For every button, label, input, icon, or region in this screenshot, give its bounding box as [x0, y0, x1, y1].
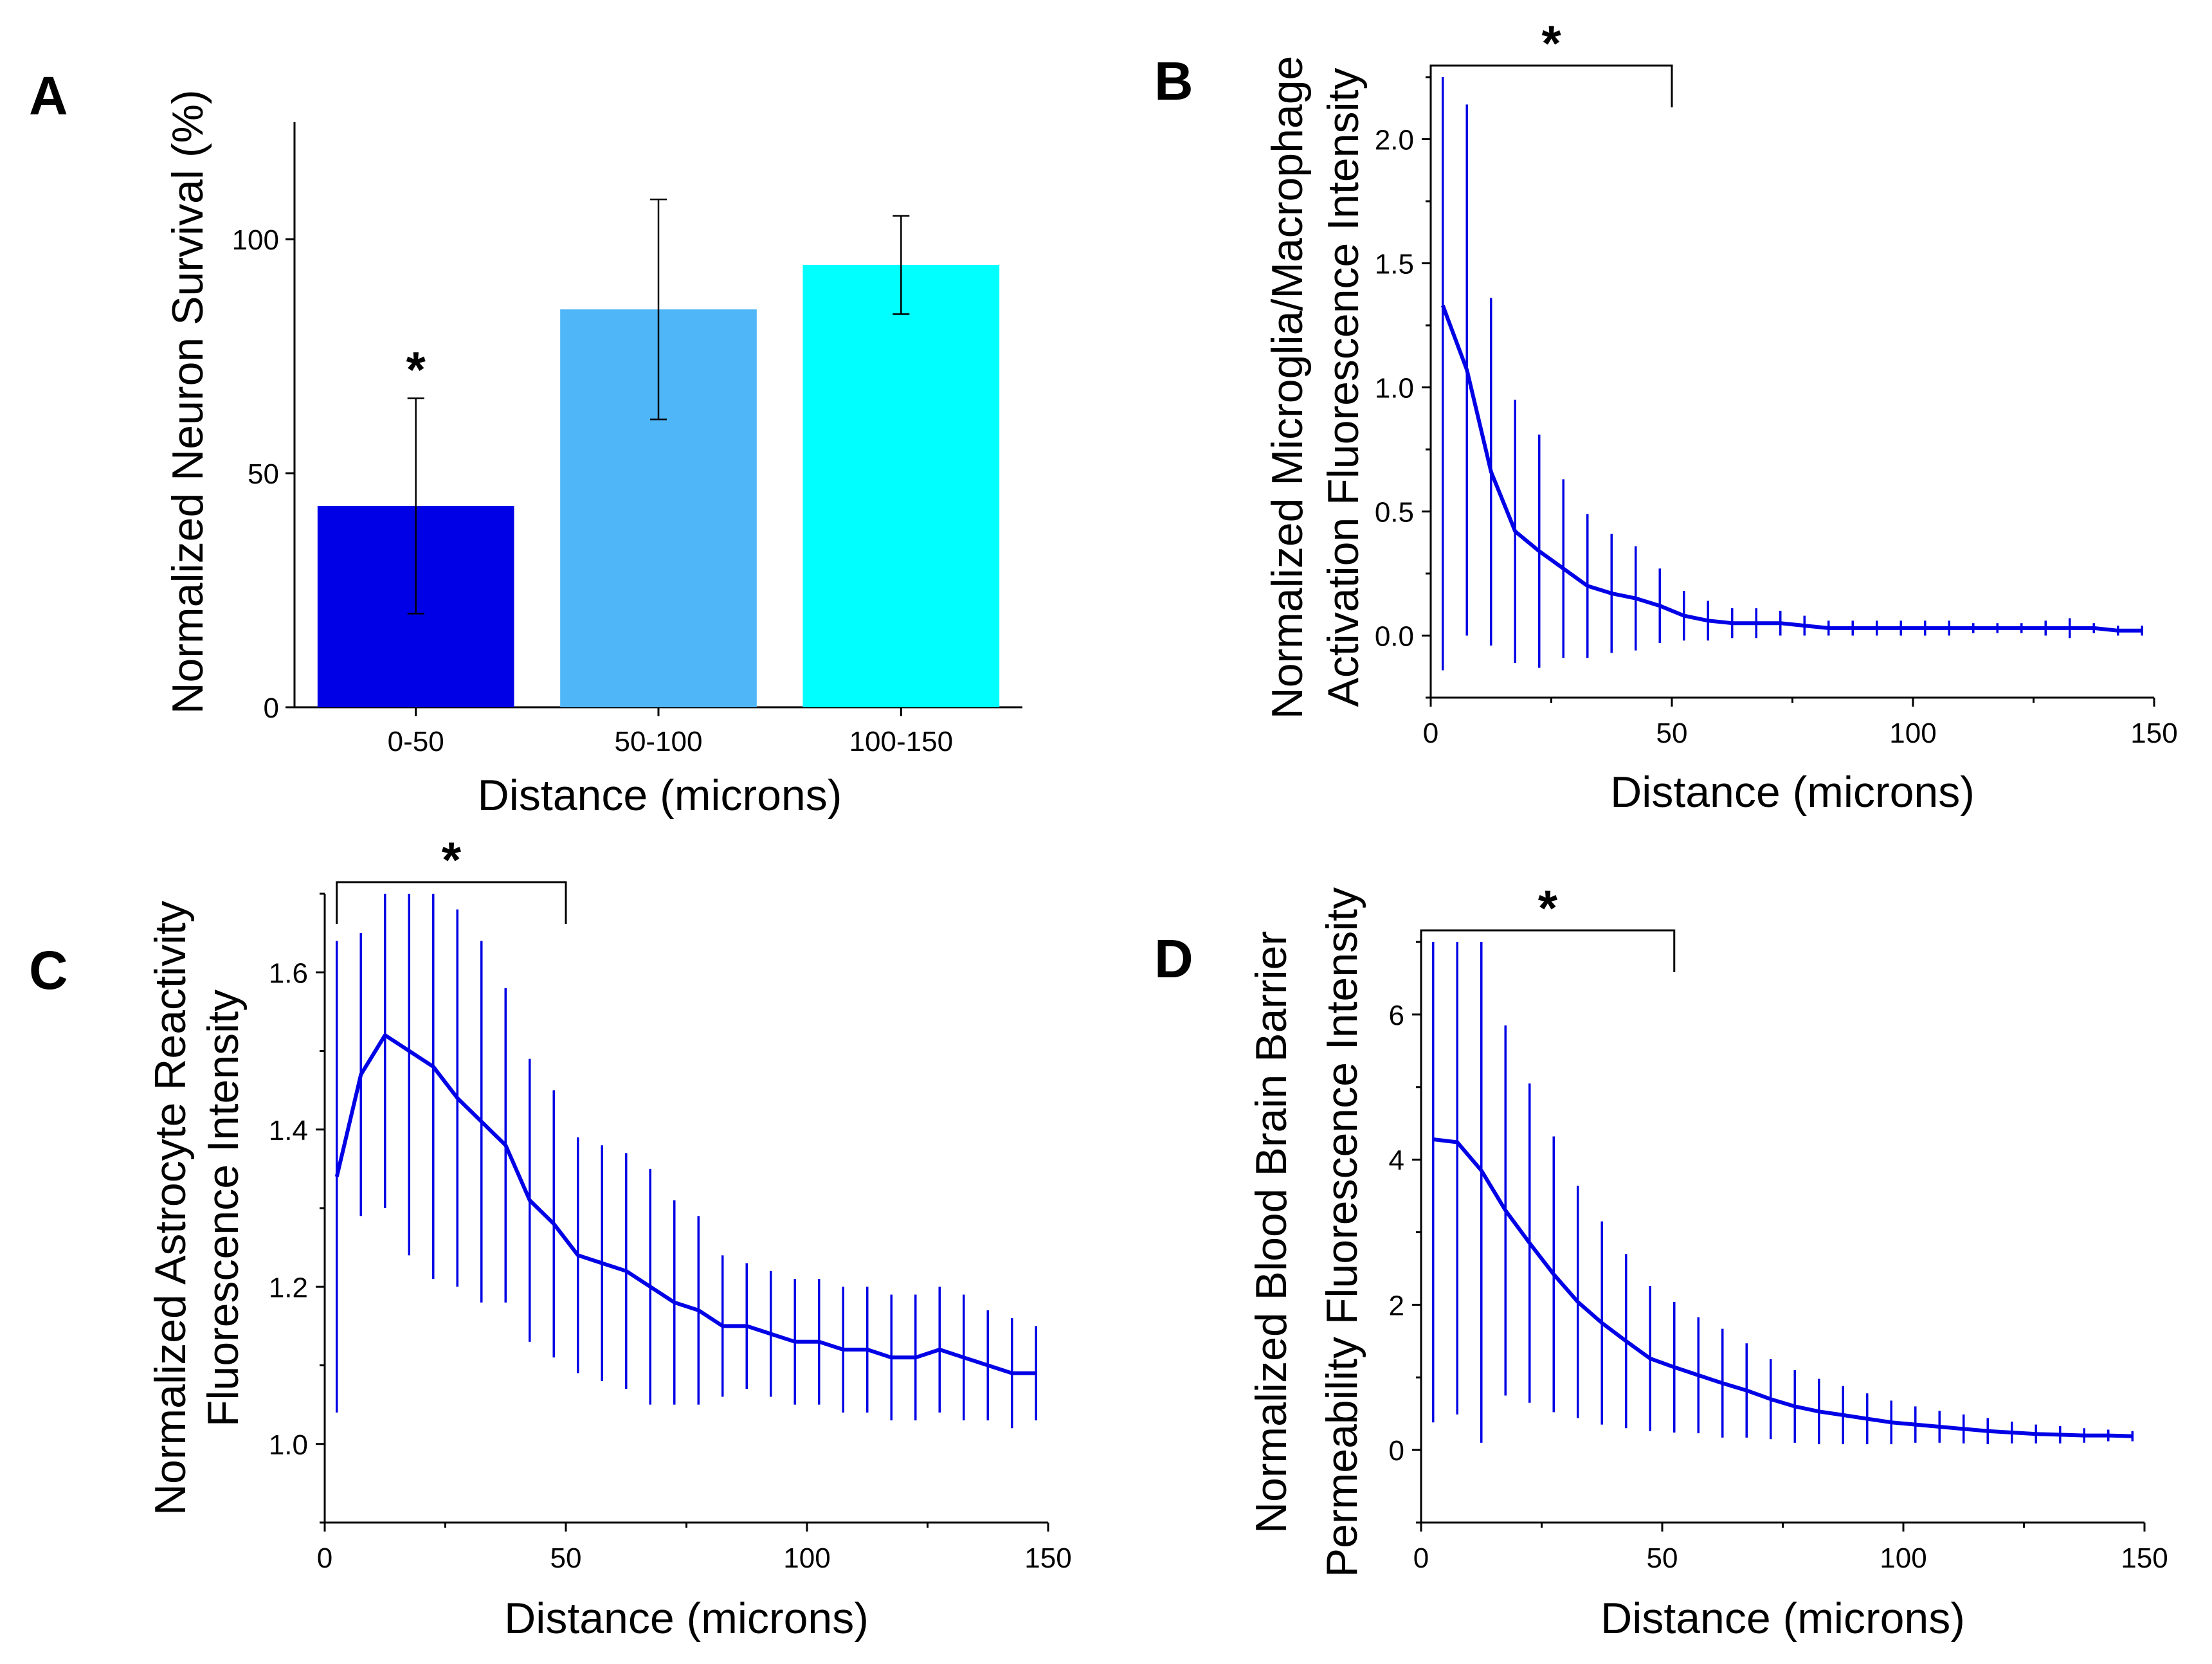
x-tick-label: 50: [550, 1542, 582, 1574]
y-axis-label-line2: Fluorescence Intensity: [199, 990, 248, 1427]
x-tick-label: 150: [1024, 1542, 1071, 1574]
data-series-line: [1433, 1137, 2133, 1438]
x-tick-label: 50-100: [614, 726, 702, 757]
x-tick-label: 0: [1413, 1542, 1429, 1574]
panel-d-line-chart: 0 2 4 6 0 50 100 150 * Distance (microns) Normaliz…: [1247, 880, 2168, 1643]
bar: [802, 265, 1000, 707]
x-axis-label: Distance (microns): [504, 1594, 869, 1643]
y-axis-label-line1: Normalized Blood Brain Barrier: [1247, 931, 1296, 1533]
x-tick-label: 50: [1656, 718, 1688, 749]
y-tick-label: 1.6: [269, 957, 308, 989]
panel-letter-b: B: [1154, 51, 1193, 111]
y-tick-label: 4: [1389, 1145, 1404, 1177]
significance-star: *: [442, 831, 462, 888]
y-tick-label: 6: [1389, 1000, 1404, 1031]
data-series-line: [334, 1033, 1037, 1375]
y-tick-label: 0: [264, 692, 279, 724]
data-series-line: [1440, 305, 2143, 633]
y-tick-label: 50: [248, 458, 279, 490]
y-axis-label: Normalized Neuron Survival (%): [163, 89, 212, 714]
x-tick-label: 100: [783, 1542, 830, 1574]
y-tick-label: 100: [232, 224, 279, 256]
y-axis-label-line2: Activation Fluorescence Intensity: [1319, 68, 1368, 707]
y-axis-label-line2: Permeability Fluorescence Intensity: [1318, 887, 1366, 1577]
y-tick-label: 1.2: [269, 1272, 308, 1303]
x-axis-label: Distance (microns): [478, 771, 842, 820]
x-tick-label: 100-150: [849, 726, 953, 757]
y-tick-label: 2.0: [1375, 125, 1414, 156]
significance-bracket: [1429, 64, 1673, 107]
x-tick-label: 100: [1889, 718, 1936, 749]
y-tick-label: 1.0: [1375, 373, 1414, 404]
y-axis-label-line1: Normalized Microglia/Macrophage: [1263, 56, 1312, 719]
panel-b-line-chart: 0.0 0.5 1.0 1.5 2.0 0 50 100 150 * Distance (micro…: [1263, 15, 2178, 817]
y-tick-label: 0.5: [1375, 497, 1414, 529]
significance-star: *: [1538, 880, 1558, 936]
y-tick-label: 1.0: [269, 1429, 308, 1461]
x-tick-label: 0: [1423, 718, 1438, 749]
y-tick-label: 1.4: [269, 1115, 308, 1146]
x-tick-label: 150: [2130, 718, 2177, 749]
significance-bracket: [336, 881, 567, 924]
y-tick-label: 2: [1389, 1290, 1404, 1321]
y-tick-label: 0.0: [1375, 621, 1414, 653]
x-axis-label: Distance (microns): [1600, 1594, 1965, 1643]
panel-letter-d: D: [1154, 928, 1193, 989]
x-tick-label: 100: [1880, 1542, 1926, 1574]
y-tick-label: 0: [1389, 1435, 1404, 1467]
y-axis-label-line1: Normalized Astrocyte Reactivity: [146, 901, 195, 1515]
x-tick-label: 0: [317, 1542, 332, 1574]
x-tick-label: 150: [2121, 1542, 2168, 1574]
x-axis-label: Distance (microns): [1610, 768, 1975, 817]
panel-letter-a: A: [29, 66, 68, 126]
panel-letter-c: C: [29, 940, 68, 1000]
significance-star: *: [406, 341, 426, 398]
significance-star: *: [1541, 15, 1561, 71]
panel-c-line-chart: 1.0 1.2 1.4 1.6 0 50 100 150 * Distance (microns)…: [146, 831, 1072, 1643]
y-tick-label: 1.5: [1375, 249, 1414, 280]
x-tick-label: 0-50: [388, 726, 444, 757]
x-tick-label: 50: [1647, 1542, 1678, 1574]
significance-bracket: [1420, 929, 1676, 972]
